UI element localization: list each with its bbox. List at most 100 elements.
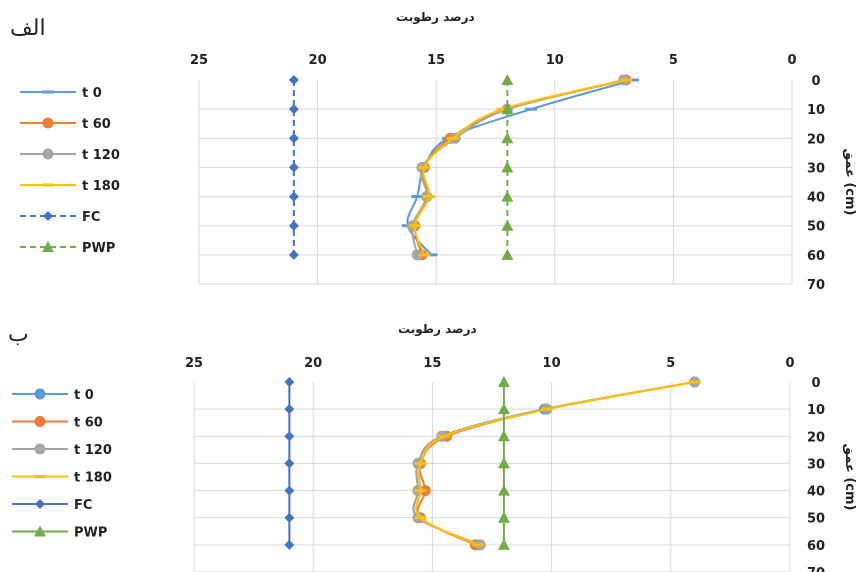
y-tick-label: 40 xyxy=(807,485,825,500)
legend-entry: FC xyxy=(12,498,92,513)
data-point xyxy=(284,539,295,550)
legend-label: t 180 xyxy=(82,179,120,194)
legend-entry: t 180 xyxy=(20,179,120,194)
x-tick-label: 5 xyxy=(666,356,675,371)
x-tick-label: 5 xyxy=(669,53,678,68)
chart-panel-b: ب درصد رطوبت 0 5 10 15 20 25 0 10 20 30 40 50 60 70 عم… xyxy=(0,318,857,572)
data-point xyxy=(501,74,514,85)
series-fc xyxy=(284,377,295,550)
data-point xyxy=(288,162,299,173)
x-tick-label: 10 xyxy=(543,356,561,371)
x-tick-label: 15 xyxy=(427,53,445,68)
series-pwp xyxy=(497,376,510,550)
legend-entry: PWP xyxy=(12,525,107,541)
legend-entry: t 120 xyxy=(12,443,112,458)
legend-label: t 0 xyxy=(74,388,94,403)
x-tick-label: 15 xyxy=(423,356,441,371)
legend-label: FC xyxy=(82,210,100,225)
x-tick-label: 0 xyxy=(787,53,796,68)
legend-entry: FC xyxy=(20,210,100,225)
data-point xyxy=(497,511,510,523)
data-point xyxy=(288,220,299,231)
y-tick-label: 70 xyxy=(807,278,825,292)
y-tick-label: 40 xyxy=(807,191,825,206)
data-point xyxy=(497,457,510,469)
chart-title-a: درصد رطوبت xyxy=(396,10,475,24)
panel-label-a: الف xyxy=(10,16,46,41)
x-tick-label: 25 xyxy=(185,356,203,371)
legend-marker xyxy=(34,443,46,455)
data-point xyxy=(284,458,295,469)
data-point xyxy=(497,376,510,387)
chart-svg-a: 0 5 10 15 20 25 0 10 20 30 40 50 60 70 عمق (cm) t 0 t 60… xyxy=(20,53,857,292)
legend-entry: t 60 xyxy=(20,117,111,132)
x-tick-label: 10 xyxy=(546,53,564,68)
legend-marker xyxy=(42,148,54,160)
data-point xyxy=(288,191,299,202)
data-point xyxy=(288,133,299,144)
data-point xyxy=(501,161,514,173)
legend-marker xyxy=(34,416,46,427)
y-tick-label: 0 xyxy=(811,74,820,89)
data-point xyxy=(497,484,510,496)
legend-entry: PWP xyxy=(20,241,115,256)
data-point xyxy=(501,103,514,115)
y-tick-label: 30 xyxy=(807,161,825,176)
data-point xyxy=(501,132,514,144)
y-tick-label: 10 xyxy=(807,103,825,118)
data-point xyxy=(284,512,295,523)
series-t-180 xyxy=(414,380,701,547)
legend-label: t 180 xyxy=(74,471,112,486)
series-pwp xyxy=(501,74,514,260)
data-point xyxy=(284,404,295,415)
legend-label: t 60 xyxy=(82,117,111,132)
y-tick-label: 60 xyxy=(807,539,825,554)
series-fc xyxy=(288,75,299,260)
data-point xyxy=(284,485,295,496)
x-tick-label: 25 xyxy=(190,53,208,68)
legend-label: PWP xyxy=(82,241,115,256)
legend-label: FC xyxy=(74,498,92,513)
data-point xyxy=(288,75,299,85)
legend-marker xyxy=(34,525,46,537)
data-point xyxy=(501,219,514,231)
legend-label: t 0 xyxy=(82,86,102,101)
data-point xyxy=(501,248,514,260)
data-point xyxy=(284,377,295,387)
data-point xyxy=(288,104,299,115)
y-tick-label: 60 xyxy=(807,249,825,264)
data-point xyxy=(288,249,299,260)
series-t-180 xyxy=(408,78,632,257)
y-tick-label: 70 xyxy=(807,566,825,572)
legend-label: PWP xyxy=(74,526,107,541)
legend-marker xyxy=(42,117,54,129)
legend-marker xyxy=(43,211,53,221)
legend-marker xyxy=(34,388,46,400)
chart-panel-a: الف درصد رطوبت 0 5 10 15 20 25 0 10 20 30 40 50 60 70… xyxy=(10,10,857,292)
y-tick-label: 30 xyxy=(807,457,825,472)
data-point xyxy=(497,538,510,550)
y-axis-label: عمق (cm) xyxy=(842,149,857,216)
y-axis-label: عمق (cm) xyxy=(842,444,857,511)
legend-entry: t 180 xyxy=(12,471,112,486)
data-point xyxy=(497,430,510,442)
x-tick-label: 0 xyxy=(785,356,794,371)
y-tick-label: 10 xyxy=(807,403,825,418)
y-tick-label: 50 xyxy=(807,512,825,527)
y-tick-label: 20 xyxy=(807,132,825,147)
y-tick-label: 50 xyxy=(807,220,825,235)
legend-entry: t 0 xyxy=(12,388,94,403)
data-point xyxy=(284,431,295,442)
x-tick-label: 20 xyxy=(309,53,327,68)
chart-title-b: درصد رطوبت xyxy=(398,322,477,336)
chart-svg-b: 0 5 10 15 20 25 0 10 20 30 40 50 60 70 عمق (cm) t 0 t 60… xyxy=(12,356,857,572)
y-tick-label: 20 xyxy=(807,430,825,445)
legend-entry: t 60 xyxy=(12,416,103,431)
legend-label: t 120 xyxy=(74,443,112,458)
legend-label: t 60 xyxy=(74,416,103,431)
legend-entry: t 120 xyxy=(20,148,120,163)
data-point xyxy=(501,190,514,202)
legend-entry: t 0 xyxy=(20,86,102,101)
legend-label: t 120 xyxy=(82,148,120,163)
legend-marker xyxy=(42,241,54,252)
